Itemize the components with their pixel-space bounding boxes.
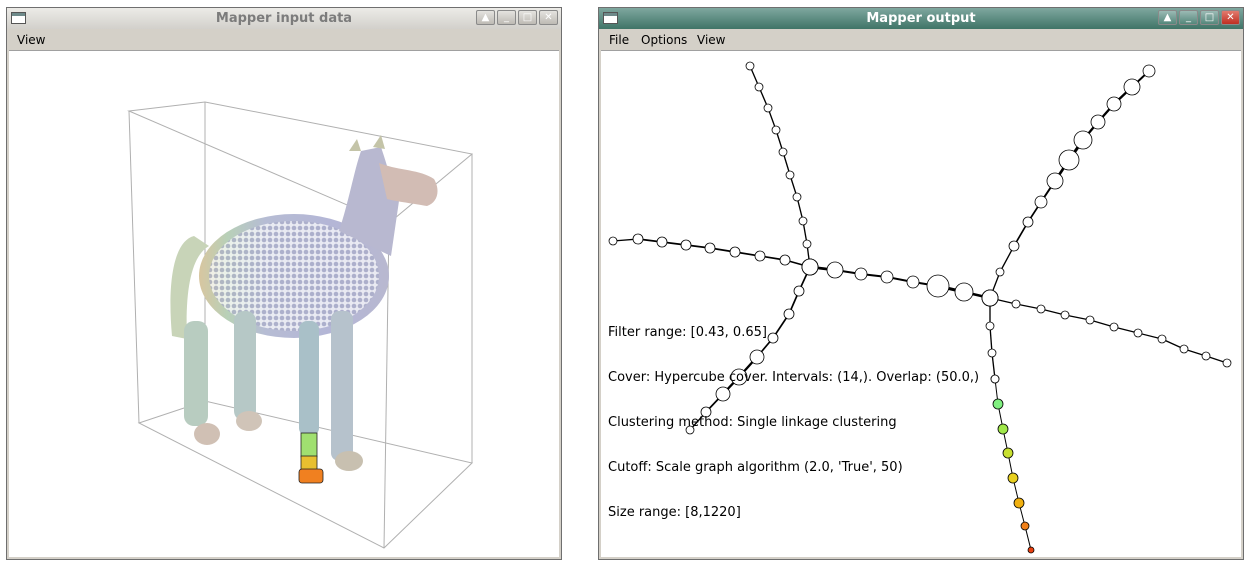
graph-node[interactable] xyxy=(729,246,741,258)
title-bar[interactable]: Mapper input data ▲ _ □ ✕ xyxy=(7,8,561,29)
menu-bar: View xyxy=(7,29,561,50)
graph-node[interactable] xyxy=(981,289,999,307)
graph-node[interactable] xyxy=(1002,447,1014,459)
graph-node[interactable] xyxy=(1123,78,1141,96)
graph-node[interactable] xyxy=(1179,344,1189,354)
graph-node[interactable] xyxy=(1034,195,1048,209)
graph-node[interactable] xyxy=(1058,149,1080,171)
window-title: Mapper input data xyxy=(215,11,353,26)
graph-node[interactable] xyxy=(745,61,755,71)
graph-node[interactable] xyxy=(1013,497,1025,509)
clustering-text: Clustering method: Single linkage cluste… xyxy=(608,415,897,430)
graph-node[interactable] xyxy=(798,216,808,226)
graph-node[interactable] xyxy=(990,374,1000,384)
graph-node[interactable] xyxy=(778,147,788,157)
graph-node[interactable] xyxy=(926,274,950,298)
minimize-icon[interactable]: _ xyxy=(497,10,516,25)
graph-node[interactable] xyxy=(1007,472,1019,484)
graph-node[interactable] xyxy=(608,236,618,246)
graph-node[interactable] xyxy=(1022,216,1034,228)
size-range-text: Size range: [8,1220] xyxy=(608,505,741,520)
menu-file[interactable]: File xyxy=(609,33,630,47)
shade-icon[interactable]: ▲ xyxy=(476,10,495,25)
graph-node[interactable] xyxy=(715,386,731,402)
menu-options[interactable]: Options xyxy=(641,33,688,47)
window-title: Mapper output xyxy=(866,11,976,26)
graph-node[interactable] xyxy=(704,242,716,254)
graph-node[interactable] xyxy=(995,267,1005,277)
window-menu-icon[interactable] xyxy=(11,12,26,24)
graph-node[interactable] xyxy=(1222,358,1232,368)
graph-node[interactable] xyxy=(1085,315,1095,325)
graph-node[interactable] xyxy=(992,398,1004,410)
graph-node[interactable] xyxy=(1008,240,1020,252)
graph-node[interactable] xyxy=(802,239,812,249)
graph-node[interactable] xyxy=(854,267,868,281)
graph-node[interactable] xyxy=(656,236,668,248)
point-cloud-view[interactable] xyxy=(9,50,559,557)
graph-node[interactable] xyxy=(1073,130,1093,150)
mapper-parameters: Filter range: [0.43, 0.65] Cover: Hyperc… xyxy=(608,295,979,550)
graph-node[interactable] xyxy=(685,425,695,435)
cutoff-text: Cutoff: Scale graph algorithm (2.0, 'Tru… xyxy=(608,460,903,475)
cover-text: Cover: Hypercube cover. Intervals: (14,)… xyxy=(608,370,980,385)
menu-view[interactable]: View xyxy=(17,33,46,47)
graph-node[interactable] xyxy=(1036,304,1046,314)
close-icon[interactable]: ✕ xyxy=(539,10,558,25)
graph-node[interactable] xyxy=(763,103,773,113)
graph-node[interactable] xyxy=(700,406,712,418)
title-bar[interactable]: Mapper output ▲ _ □ ✕ xyxy=(599,8,1243,29)
graph-node[interactable] xyxy=(1011,299,1021,309)
graph-node[interactable] xyxy=(987,348,997,358)
shade-icon[interactable]: ▲ xyxy=(1158,10,1177,25)
close-icon[interactable]: ✕ xyxy=(1221,10,1240,25)
graph-node[interactable] xyxy=(632,233,644,245)
graph-node[interactable] xyxy=(954,282,974,302)
graph-node[interactable] xyxy=(1090,114,1106,130)
graph-node[interactable] xyxy=(1157,334,1167,344)
point-cloud-3d[interactable] xyxy=(9,51,561,558)
graph-node[interactable] xyxy=(793,285,805,297)
graph-node[interactable] xyxy=(792,192,802,202)
graph-node[interactable] xyxy=(906,275,920,289)
graph-node[interactable] xyxy=(749,349,765,365)
mapper-graph-view[interactable]: Filter range: [0.43, 0.65] Cover: Hyperc… xyxy=(601,50,1241,557)
menu-view[interactable]: View xyxy=(697,33,726,47)
graph-node[interactable] xyxy=(783,308,795,320)
graph-node[interactable] xyxy=(1109,322,1119,332)
graph-node[interactable] xyxy=(1201,351,1211,361)
maximize-icon[interactable]: □ xyxy=(1200,10,1219,25)
graph-node[interactable] xyxy=(1142,64,1156,78)
graph-node[interactable] xyxy=(1106,96,1122,112)
graph-node[interactable] xyxy=(1060,310,1070,320)
graph-node[interactable] xyxy=(1027,546,1035,554)
graph-node[interactable] xyxy=(985,321,995,331)
graph-node[interactable] xyxy=(1046,172,1064,190)
graph-node[interactable] xyxy=(1020,521,1030,531)
mapper-graph[interactable] xyxy=(601,51,1243,558)
graph-node[interactable] xyxy=(779,254,791,266)
graph-node[interactable] xyxy=(767,332,779,344)
filter-range-text: Filter range: [0.43, 0.65] xyxy=(608,325,767,340)
graph-edge xyxy=(989,325,993,354)
graph-node[interactable] xyxy=(680,239,692,251)
graph-node[interactable] xyxy=(801,258,819,276)
mapper-output-window: Mapper output ▲ _ □ ✕ File Options View … xyxy=(598,7,1244,560)
minimize-icon[interactable]: _ xyxy=(1179,10,1198,25)
graph-node[interactable] xyxy=(754,82,764,92)
graph-node[interactable] xyxy=(997,423,1009,435)
menu-bar: File Options View xyxy=(599,29,1243,50)
graph-node[interactable] xyxy=(771,125,781,135)
graph-node[interactable] xyxy=(754,250,766,262)
graph-node[interactable] xyxy=(826,261,844,279)
mapper-input-window: Mapper input data ▲ _ □ ✕ View xyxy=(6,7,562,560)
maximize-icon[interactable]: □ xyxy=(518,10,537,25)
graph-node[interactable] xyxy=(785,170,795,180)
horse-point-cloud xyxy=(170,135,438,484)
graph-node[interactable] xyxy=(1133,328,1143,338)
window-menu-icon[interactable] xyxy=(603,12,618,24)
graph-node[interactable] xyxy=(880,270,894,284)
graph-node[interactable] xyxy=(730,368,748,386)
